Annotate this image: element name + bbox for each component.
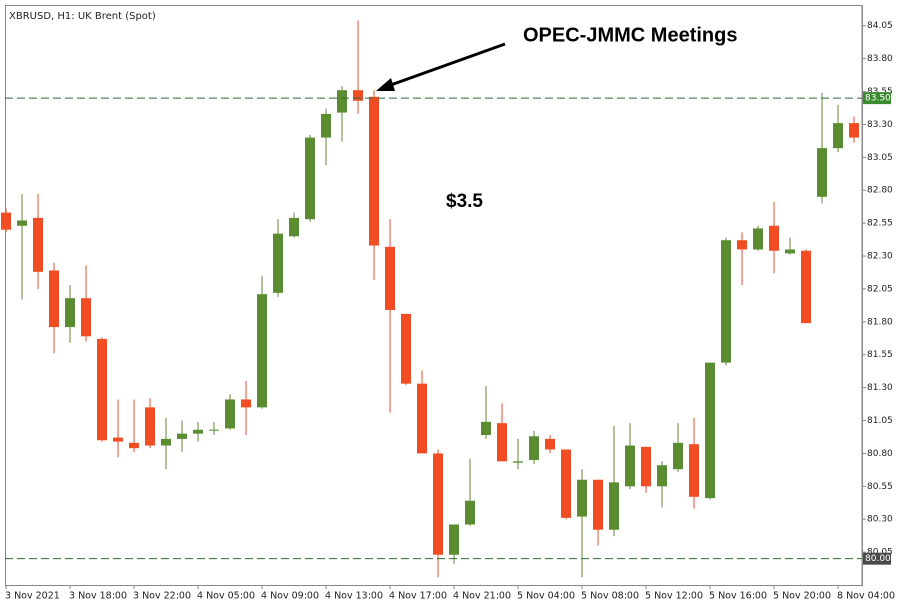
candle-body bbox=[353, 90, 363, 101]
candle-body bbox=[417, 383, 427, 454]
y-tick-label: 81.30 bbox=[867, 383, 893, 393]
candle-body bbox=[641, 446, 651, 487]
candle-body bbox=[753, 228, 763, 250]
y-tick-label: 81.55 bbox=[867, 350, 893, 360]
x-tick-label: 5 Nov 08:00 bbox=[581, 591, 639, 602]
candle-body bbox=[49, 270, 59, 328]
candle-body bbox=[625, 445, 635, 487]
x-tick-label: 5 Nov 04:00 bbox=[517, 591, 575, 602]
candle-body bbox=[33, 217, 43, 272]
candle-body bbox=[449, 524, 459, 555]
candle-body bbox=[849, 123, 859, 138]
x-tick-label: 5 Nov 20:00 bbox=[773, 591, 831, 602]
x-tick-label: 4 Nov 13:00 bbox=[325, 591, 383, 602]
y-tick-label: 82.30 bbox=[867, 252, 893, 262]
candle-body bbox=[257, 294, 267, 408]
candle-body bbox=[161, 438, 171, 446]
candle-body bbox=[241, 399, 251, 408]
candle-body bbox=[785, 249, 795, 254]
arrow bbox=[387, 42, 506, 88]
candle-body bbox=[1, 212, 11, 230]
candle-body bbox=[609, 482, 619, 530]
candle-body bbox=[305, 137, 315, 220]
level-badge bbox=[863, 92, 891, 105]
y-tick-label: 83.30 bbox=[867, 120, 893, 130]
candle-body bbox=[97, 338, 107, 441]
x-tick-label: 4 Nov 21:00 bbox=[453, 591, 511, 602]
candle-body bbox=[369, 96, 379, 246]
candle-body bbox=[705, 362, 715, 499]
y-tick-label: 83.55 bbox=[867, 87, 893, 97]
y-tick-label: 82.05 bbox=[867, 284, 893, 294]
y-tick-label: 80.80 bbox=[867, 449, 893, 459]
candle-body bbox=[193, 429, 203, 434]
candle-body bbox=[577, 479, 587, 517]
candle-body bbox=[737, 240, 747, 250]
candle-body bbox=[289, 217, 299, 237]
candle-body bbox=[81, 298, 91, 337]
x-tick-label: 3 Nov 18:00 bbox=[69, 591, 127, 602]
y-tick-label: 82.55 bbox=[867, 219, 893, 229]
y-tick-label: 83.05 bbox=[867, 153, 893, 163]
x-tick-label: 5 Nov 16:00 bbox=[709, 591, 767, 602]
x-tick-label: 4 Nov 05:00 bbox=[197, 591, 255, 602]
level-label: 83.50 bbox=[865, 94, 891, 104]
candle-body bbox=[433, 453, 443, 555]
annotation: OPEC-JMMC Meetings bbox=[523, 24, 737, 46]
chart-title: XBRUSD, H1: UK Brent (Spot) bbox=[9, 11, 156, 22]
candle-body bbox=[337, 90, 347, 113]
y-tick-label: 80.55 bbox=[867, 482, 893, 492]
candle-body bbox=[385, 246, 395, 310]
candle-body bbox=[593, 479, 603, 530]
candle-body bbox=[129, 442, 139, 449]
candle-body bbox=[497, 423, 507, 462]
x-tick-label: 5 Nov 12:00 bbox=[645, 591, 703, 602]
candle-body bbox=[721, 240, 731, 363]
candle-body bbox=[113, 437, 123, 442]
annotation: $3.5 bbox=[446, 191, 483, 212]
candle-body bbox=[545, 438, 555, 450]
candle-body bbox=[689, 444, 699, 497]
candle-body bbox=[657, 465, 667, 487]
candle-body bbox=[801, 250, 811, 324]
candle-body bbox=[177, 433, 187, 439]
arrow-head bbox=[376, 78, 395, 91]
y-tick-label: 84.05 bbox=[867, 21, 893, 31]
x-tick-label: 8 Nov 04:00 bbox=[837, 591, 895, 602]
candle-body bbox=[209, 429, 219, 431]
level-badge bbox=[863, 552, 891, 565]
x-tick-label: 4 Nov 09:00 bbox=[261, 591, 319, 602]
candle-body bbox=[561, 449, 571, 518]
candle-body bbox=[529, 436, 539, 460]
candle-body bbox=[321, 113, 331, 138]
level-label: 80.00 bbox=[865, 554, 891, 564]
candle-body bbox=[769, 225, 779, 251]
y-tick-label: 81.80 bbox=[867, 317, 893, 327]
y-tick-label: 80.05 bbox=[867, 548, 893, 558]
candle-body bbox=[145, 407, 155, 446]
candle-body bbox=[513, 461, 523, 463]
candle-body bbox=[401, 313, 411, 384]
y-tick-label: 83.80 bbox=[867, 54, 893, 64]
candle-body bbox=[833, 123, 843, 149]
candle-body bbox=[273, 233, 283, 293]
y-tick-label: 82.80 bbox=[867, 186, 893, 196]
candle-body bbox=[17, 220, 27, 226]
candle-body bbox=[481, 421, 491, 435]
candle-body bbox=[65, 298, 75, 328]
y-tick-label: 81.05 bbox=[867, 416, 893, 426]
candle-body bbox=[817, 148, 827, 197]
x-tick-label: 4 Nov 17:00 bbox=[389, 591, 447, 602]
candle-body bbox=[465, 500, 475, 525]
candle-body bbox=[225, 399, 235, 429]
candle-body bbox=[673, 442, 683, 470]
y-tick-label: 80.30 bbox=[867, 515, 893, 525]
x-tick-label: 3 Nov 2021 bbox=[5, 591, 60, 602]
x-tick-label: 3 Nov 22:00 bbox=[133, 591, 191, 602]
